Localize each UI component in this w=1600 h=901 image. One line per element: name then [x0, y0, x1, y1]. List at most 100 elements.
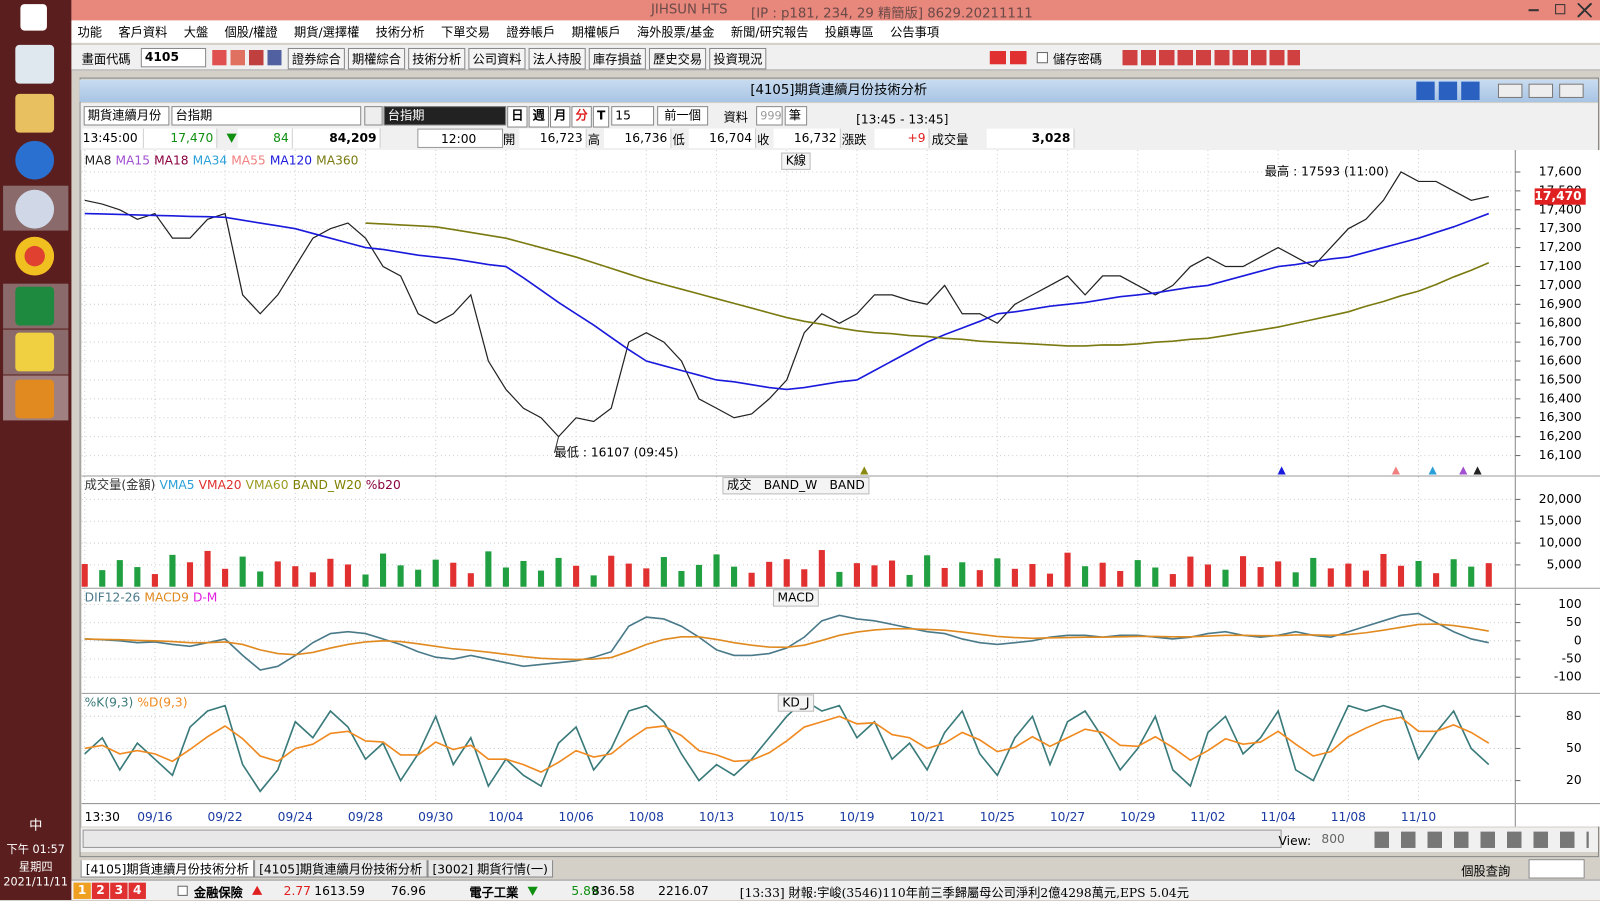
volume-bar — [643, 568, 650, 587]
y-tick-label: 16,100 — [1539, 448, 1582, 462]
ime[interactable]: 中 — [29, 818, 43, 834]
tool-icons[interactable] — [1122, 49, 1300, 66]
sector-change: 2.77 — [283, 883, 311, 898]
menu-item[interactable]: 投顧專區 — [824, 24, 874, 40]
toolbar-button[interactable]: 技術分析 — [408, 47, 466, 70]
volume-bar — [1310, 557, 1317, 587]
stock-query[interactable]: 個股查詢 — [1461, 864, 1511, 879]
period-button[interactable]: T — [592, 106, 610, 128]
toolbar-button[interactable]: 公司資料 — [468, 47, 526, 70]
flag-icons[interactable] — [989, 51, 1027, 65]
scrollbar[interactable] — [82, 829, 1282, 848]
interval-select[interactable]: 15 — [611, 106, 655, 126]
news-ticker[interactable]: [13:33] 財報:宇峻(3546)110年前三季歸屬母公司淨利2億4298萬… — [739, 885, 1189, 900]
toolbar-button[interactable]: 法人持股 — [528, 47, 586, 70]
x-tick-label: 10/15 — [769, 810, 804, 824]
period-button[interactable]: 日 — [507, 106, 528, 128]
signal-marker — [1473, 466, 1482, 475]
menu-item[interactable]: 功能 — [77, 24, 103, 40]
sub-minimize[interactable] — [1497, 83, 1523, 98]
diff-label: 漲跌 — [841, 132, 867, 147]
search-button[interactable] — [364, 106, 383, 126]
menu-item[interactable]: 技術分析 — [375, 24, 425, 40]
app-icon[interactable] — [15, 379, 55, 419]
maximize[interactable] — [1555, 4, 1566, 15]
sub-icon[interactable] — [1461, 81, 1480, 100]
checkbox[interactable] — [1036, 52, 1048, 64]
menu-item[interactable]: 新聞/研究報告 — [730, 24, 809, 40]
quote-time: 13:45:00 — [82, 128, 144, 148]
prev-button[interactable]: 前一個 — [657, 106, 709, 126]
legend-entry: MA34 — [193, 154, 228, 168]
menu-item[interactable]: 下單交易 — [440, 24, 490, 40]
volume-bar — [608, 555, 615, 587]
chart-tools[interactable] — [1374, 831, 1589, 848]
menu-item[interactable]: 大盤 — [183, 24, 209, 40]
vol-label: 成交量 — [931, 132, 969, 147]
period-button[interactable]: 週 — [528, 106, 550, 128]
app-icon[interactable] — [15, 140, 55, 180]
volume-bar — [1292, 572, 1299, 587]
app-icon[interactable] — [15, 93, 55, 133]
app-icon[interactable] — [15, 332, 55, 372]
toolbar-button[interactable]: 證券綜合 — [287, 47, 345, 70]
start-icon[interactable] — [20, 4, 47, 31]
code-input[interactable]: 4105 — [140, 47, 207, 68]
symbol-input[interactable]: 台指期 — [171, 106, 362, 126]
volume-bar — [1046, 573, 1054, 587]
menu-item[interactable]: 海外股票/基金 — [636, 24, 715, 40]
volume-bar — [1204, 564, 1212, 587]
stock-query-input[interactable] — [1528, 859, 1585, 879]
menu-item[interactable]: 期權帳戶 — [571, 24, 621, 40]
close[interactable] — [1577, 3, 1592, 18]
menu-item[interactable]: 證券帳戶 — [506, 24, 556, 40]
tab[interactable]: [4105]期貨連續月份技術分析 — [253, 860, 428, 878]
toolbar-button[interactable]: 投資現況 — [709, 47, 767, 70]
menu-bar: 功能 客戶資料 大盤 個股/權證 期貨/選擇權 技術分析 下單交易 證券帳戶 期權帳戶 海外股票/… — [71, 20, 1600, 43]
period-button[interactable]: 月 — [550, 106, 571, 128]
volume-bar — [344, 564, 352, 587]
app-icon[interactable] — [15, 286, 55, 326]
period-button[interactable]: 分 — [571, 106, 592, 128]
series-line — [84, 612, 1489, 671]
menu-item[interactable]: 公告事項 — [890, 24, 940, 40]
save-password[interactable]: 儲存密碼 — [1053, 52, 1103, 67]
page-button[interactable]: 4 — [128, 882, 146, 899]
page-button[interactable]: 3 — [110, 882, 128, 899]
page-button[interactable]: 1 — [73, 882, 91, 899]
app-icon[interactable] — [15, 189, 55, 229]
toolbar-button[interactable]: 歷史交易 — [649, 47, 707, 70]
low-annotation: 最低 : 16107 (09:45) — [554, 445, 678, 459]
menu-item[interactable]: 期貨/選擇權 — [293, 24, 360, 40]
menu-item[interactable]: 客戶資料 — [118, 24, 168, 40]
tab[interactable]: [3002] 期貨行情(一) — [427, 860, 553, 878]
legend-entry: MA120 — [270, 154, 312, 168]
app-icon[interactable] — [15, 44, 55, 84]
volume-bar — [713, 554, 720, 587]
volume-bar — [1169, 574, 1176, 587]
volume-bar — [292, 566, 299, 587]
sub-icon[interactable] — [1438, 81, 1458, 100]
minimize[interactable] — [1528, 9, 1539, 12]
view-value[interactable]: 800 — [1321, 831, 1345, 846]
checkbox[interactable] — [177, 885, 188, 896]
volume-bar — [1117, 571, 1124, 587]
toolbar-button[interactable]: 庫存損益 — [588, 47, 647, 70]
toolbar-button[interactable]: 期權綜合 — [347, 47, 406, 70]
menu-item[interactable]: 個股/權證 — [224, 24, 278, 40]
tab[interactable]: [4105]期貨連續月份技術分析 — [80, 860, 254, 878]
app-icon[interactable] — [15, 236, 55, 276]
y-tick-label: 16,800 — [1539, 316, 1582, 330]
data-count[interactable]: 999 — [756, 106, 783, 126]
sub-close[interactable] — [1559, 83, 1584, 98]
toolbar-icons[interactable] — [212, 49, 284, 66]
app-title: JIHSUN HTS — [651, 2, 728, 18]
page-button[interactable]: 2 — [91, 882, 110, 899]
sub-icon[interactable] — [1416, 81, 1435, 100]
mode-select[interactable]: 期貨連續月份 — [83, 106, 170, 126]
volume-bar — [1345, 563, 1352, 587]
sub-maximize[interactable] — [1528, 83, 1554, 98]
